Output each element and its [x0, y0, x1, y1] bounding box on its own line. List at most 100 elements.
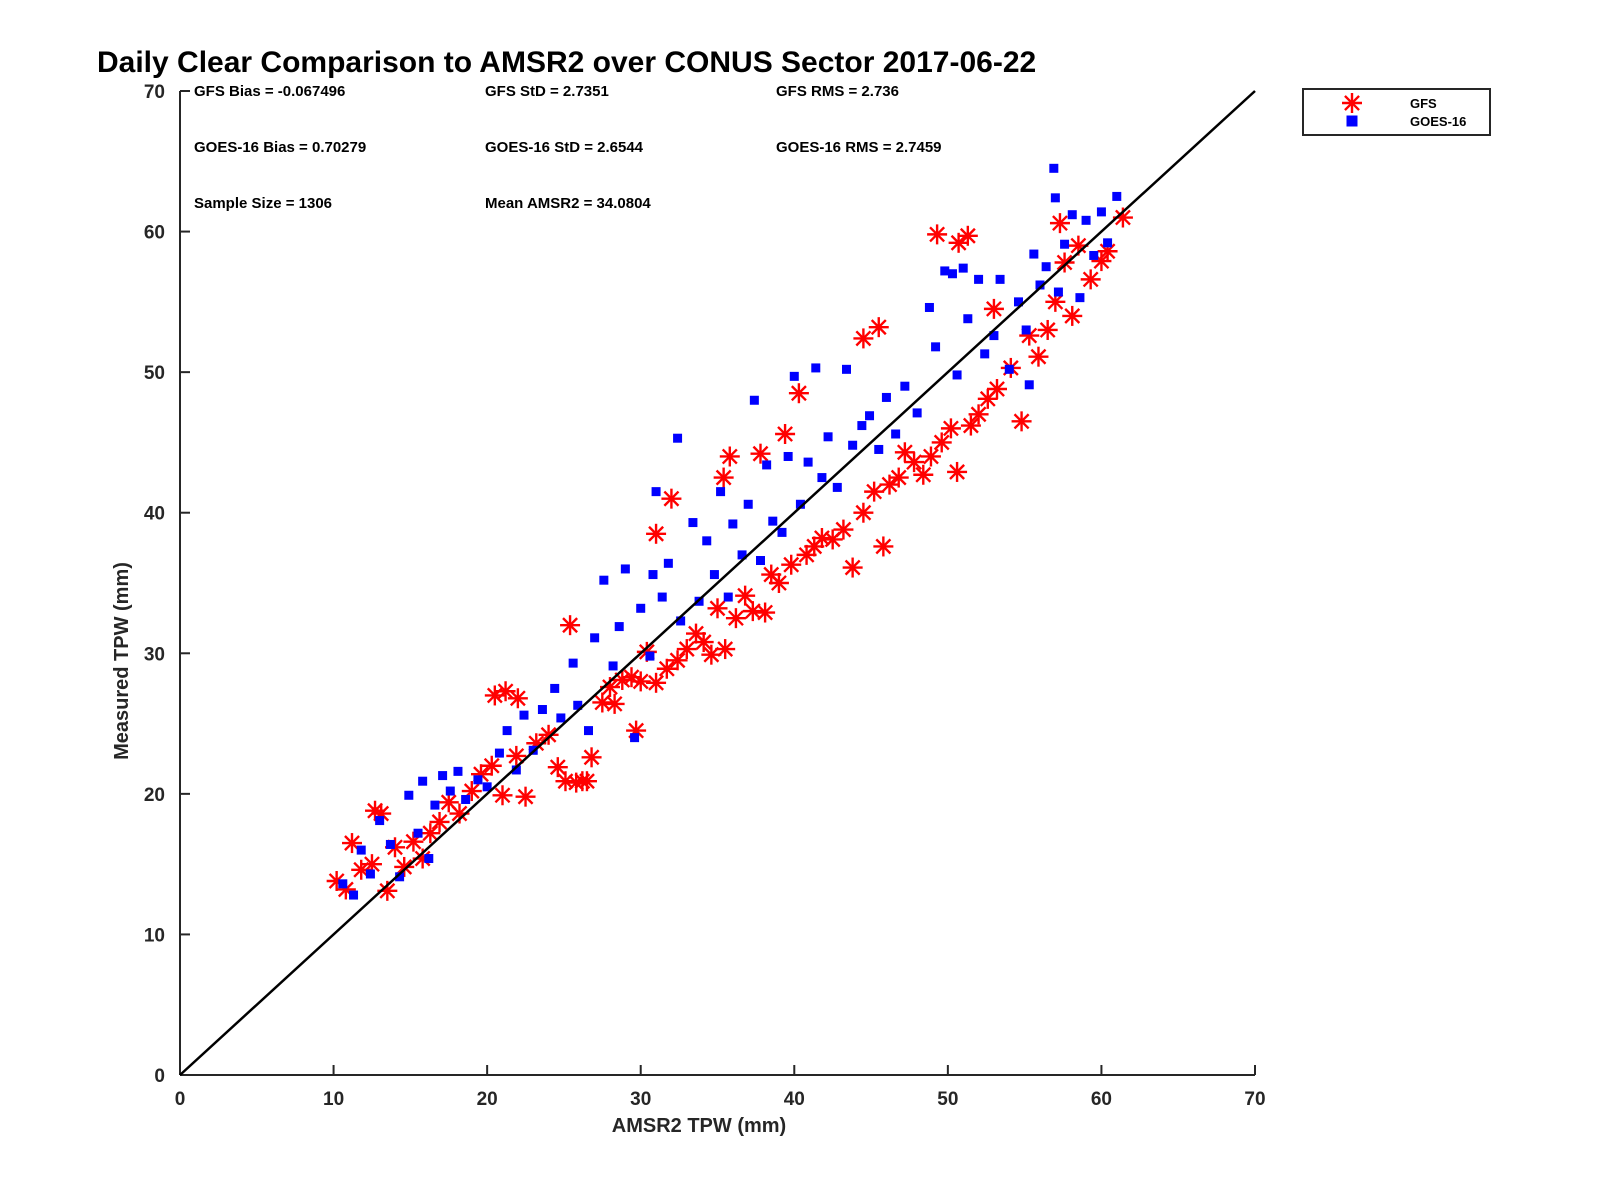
gfs-point: [581, 747, 602, 768]
stat-text: Sample Size = 1306: [194, 195, 332, 212]
gfs-point: [547, 757, 568, 778]
gfs-point: [768, 573, 789, 593]
goes16-point: [1081, 215, 1091, 225]
goes16-point: [811, 363, 821, 373]
gfs-point: [1054, 252, 1075, 273]
y-tick-label: 70: [144, 82, 165, 103]
goes16-point: [737, 550, 747, 560]
y-tick-label: 10: [144, 925, 165, 946]
goes16-point: [494, 748, 504, 758]
legend-gfs-marker: [1342, 93, 1362, 113]
goes16-point: [657, 592, 667, 602]
gfs-point: [676, 639, 697, 660]
legend-gfs-label: GFS: [1410, 96, 1437, 111]
goes16-point: [756, 556, 765, 566]
goes16-point: [947, 269, 957, 279]
gfs-point: [811, 528, 832, 549]
gfs-point: [853, 502, 874, 523]
goes16-point: [723, 592, 733, 602]
gfs-point: [394, 856, 415, 877]
goes16-point: [709, 570, 719, 580]
goes16-point: [608, 661, 618, 671]
gfs-point: [403, 831, 424, 852]
goes16-point: [1050, 193, 1060, 203]
gfs-point: [555, 771, 576, 792]
legend-goes16-square: [1346, 115, 1358, 127]
goes16-point: [762, 460, 772, 470]
gfs-point: [719, 446, 740, 467]
goes16-point: [356, 845, 366, 855]
goes16-point: [1049, 163, 1059, 173]
gfs-point: [873, 536, 894, 557]
goes16-point: [803, 457, 813, 467]
goes16-point: [963, 314, 973, 324]
goes16-point: [1041, 262, 1051, 272]
goes16-point: [995, 274, 1005, 284]
stat-text: GOES-16 StD = 2.6544: [485, 139, 644, 156]
gfs-point: [1045, 291, 1066, 312]
gfs-point: [868, 317, 889, 338]
goes16-point: [1075, 293, 1085, 303]
goes16-point: [418, 776, 428, 786]
goes16-point: [743, 499, 753, 509]
goes16-point: [395, 872, 405, 882]
goes16-point: [702, 536, 712, 546]
one-to-one-reference-line: [179, 90, 1256, 1076]
gfs-point: [604, 693, 625, 714]
goes16-point: [338, 879, 348, 889]
goes16-point: [673, 433, 683, 443]
goes16-point: [482, 782, 492, 792]
gfs-point: [515, 786, 536, 807]
gfs-point: [713, 467, 734, 488]
x-axis-label: AMSR2 TPW (mm): [612, 1115, 786, 1137]
gfs-point: [957, 225, 978, 246]
goes16-point: [716, 487, 726, 497]
gfs-point: [1062, 305, 1083, 326]
x-tick-label: 30: [630, 1089, 651, 1110]
gfs-point: [576, 771, 597, 792]
gfs-point: [560, 615, 581, 636]
gfs-point: [775, 423, 796, 444]
gfs-point: [461, 781, 482, 802]
legend-box: [1302, 88, 1491, 136]
goes16-point: [817, 473, 827, 483]
goes16-point: [1089, 250, 1099, 260]
gfs-point: [630, 671, 651, 692]
goes16-point: [614, 622, 624, 632]
gfs-series: [326, 207, 1133, 901]
gfs-point: [1049, 213, 1070, 234]
gfs-point: [506, 745, 527, 766]
gfs-point: [656, 658, 677, 679]
y-axis-label: Measured TPW (mm): [111, 562, 133, 760]
gfs-point: [920, 446, 941, 467]
goes16-point: [648, 570, 658, 580]
goes16-point: [385, 839, 395, 849]
stat-text: GFS Bias = -0.067496: [194, 83, 345, 100]
gfs-point: [968, 404, 989, 425]
stats-annotations: GFS Bias = -0.067496 GFS StD = 2.7351 GFS …: [194, 83, 942, 212]
stat-text: GFS StD = 2.7351: [485, 83, 609, 100]
goes16-point: [1024, 380, 1034, 390]
goes16-point: [636, 603, 646, 613]
goes16-point: [404, 790, 414, 800]
goes16-point: [676, 616, 686, 626]
gfs-point: [646, 523, 667, 544]
goes16-point: [349, 890, 359, 900]
goes16-point: [958, 263, 968, 273]
gfs-point: [481, 755, 502, 776]
gfs-point: [853, 328, 874, 349]
x-tick-label: 50: [937, 1089, 958, 1110]
gfs-point: [927, 224, 948, 245]
goes16-point: [550, 683, 560, 693]
goes16-point: [620, 564, 630, 574]
goes16-point: [989, 331, 999, 341]
goes16-point: [365, 869, 375, 879]
y-tick-label: 40: [144, 504, 165, 525]
goes16-point: [783, 451, 793, 461]
gfs-point: [987, 379, 1007, 400]
gfs-point: [904, 452, 925, 473]
goes16-point: [865, 411, 875, 421]
goes16-point: [777, 527, 787, 537]
goes16-point: [848, 440, 858, 450]
gfs-point: [420, 823, 441, 844]
